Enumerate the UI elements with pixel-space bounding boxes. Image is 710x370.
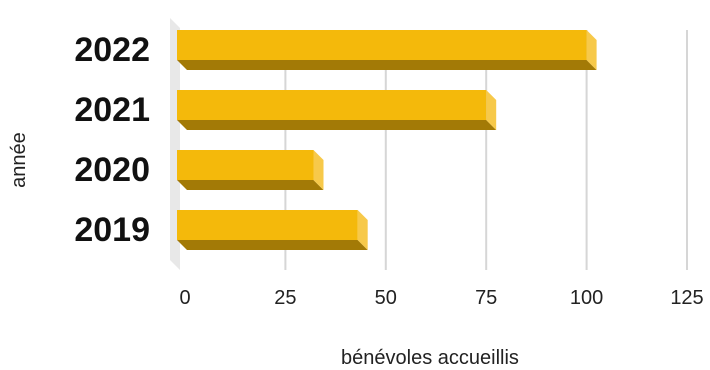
- bar-front-face: [177, 210, 358, 240]
- bar: [177, 210, 368, 250]
- x-tick-label: 50: [375, 287, 397, 309]
- chart-floor: [170, 18, 180, 270]
- bar-front-face: [177, 30, 587, 60]
- category-label: 2019: [74, 211, 150, 249]
- bar: [177, 90, 497, 130]
- bar-side-face: [357, 210, 368, 250]
- x-tick-label: 75: [475, 287, 497, 309]
- bar-bottom-face: [177, 60, 597, 70]
- x-tick-label: 0: [179, 287, 190, 309]
- y-axis-title: année: [8, 132, 30, 188]
- bar-bottom-face: [177, 240, 368, 250]
- bar-side-face: [313, 150, 324, 190]
- x-tick-label: 25: [274, 287, 296, 309]
- x-tick-label: 100: [570, 287, 603, 309]
- category-label: 2021: [74, 91, 150, 129]
- bar-side-face: [586, 30, 597, 70]
- x-axis-title: bénévoles accueillis: [341, 347, 519, 369]
- bar-bottom-face: [177, 180, 324, 190]
- bar: [177, 30, 597, 70]
- bar-front-face: [177, 150, 314, 180]
- category-label: 2022: [74, 31, 150, 69]
- bars: [177, 30, 597, 250]
- bar: [177, 150, 324, 190]
- bar-front-face: [177, 90, 487, 120]
- chart-wall: [170, 18, 180, 270]
- x-tick-label: 125: [670, 287, 703, 309]
- x-tick-labels: 0 25 50 75 100 125: [179, 287, 703, 309]
- bar-side-face: [486, 90, 497, 130]
- bar-bottom-face: [177, 120, 497, 130]
- category-label: 2020: [74, 151, 150, 189]
- category-labels: 2022 2021 2020 2019: [74, 31, 150, 249]
